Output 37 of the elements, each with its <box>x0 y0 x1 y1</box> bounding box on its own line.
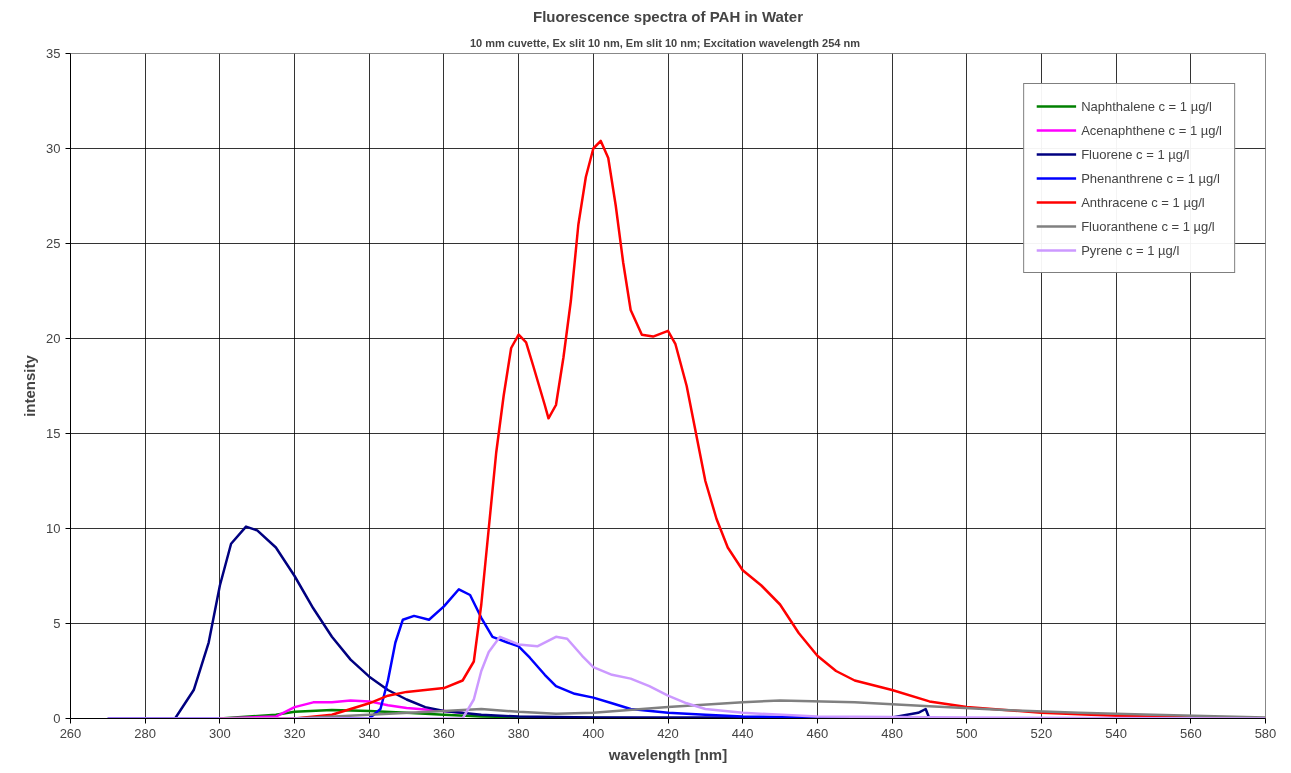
legend-label: Fluorene c = 1 µg/l <box>1081 146 1190 162</box>
y-tick-label: 0 <box>53 711 61 726</box>
x-tick-label: 280 <box>134 725 157 741</box>
legend-label: Naphthalene c = 1 µg/l <box>1081 98 1212 114</box>
legend-label: Anthracene c = 1 µg/l <box>1081 194 1205 210</box>
x-tick-label: 460 <box>806 725 829 741</box>
x-tick-label: 380 <box>507 725 530 741</box>
x-tick-label: 540 <box>1105 725 1127 741</box>
legend-label: Fluoranthene c = 1 µg/l <box>1081 218 1215 234</box>
x-tick-label: 320 <box>283 725 306 741</box>
line-series <box>106 635 1266 719</box>
legend-label: Phenanthrene c = 1 µg/l <box>1081 170 1220 186</box>
chart-title: Fluorescence spectra of PAH in Water <box>532 7 804 25</box>
x-tick-label: 440 <box>731 725 754 741</box>
legend-label: Acenaphthene c = 1 µg/l <box>1081 122 1222 138</box>
x-tick-label: 340 <box>358 725 381 741</box>
y-tick-label: 10 <box>46 521 61 536</box>
x-tick-label: 500 <box>955 725 978 741</box>
x-tick-label: 480 <box>881 725 903 741</box>
x-axis-title: wavelength [nm] <box>607 745 728 763</box>
x-tick-label: 420 <box>657 725 679 741</box>
x-tick-label: 580 <box>1254 725 1277 741</box>
x-tick-label: 360 <box>433 725 455 741</box>
chart-subtitle: 10 mm cuvette, Ex slit 10 nm, Em slit 10 nm; Excitation wavelength 254 nm <box>469 36 861 49</box>
y-tick-label: 35 <box>46 46 61 61</box>
y-axis-title: intensity <box>21 354 39 417</box>
y-tick-label: 20 <box>46 331 61 346</box>
x-tick-label: 400 <box>582 725 605 741</box>
x-tick-label: 260 <box>59 725 82 741</box>
y-tick-label: 15 <box>46 426 61 441</box>
x-tick-label: 300 <box>209 725 231 741</box>
y-tick-label: 30 <box>46 141 61 156</box>
x-tick-label: 520 <box>1030 725 1053 741</box>
legend-label: Pyrene c = 1 µg/l <box>1081 242 1180 258</box>
x-tick-label: 560 <box>1179 725 1202 741</box>
y-tick-label: 25 <box>46 236 61 251</box>
y-tick-label: 5 <box>53 616 61 631</box>
